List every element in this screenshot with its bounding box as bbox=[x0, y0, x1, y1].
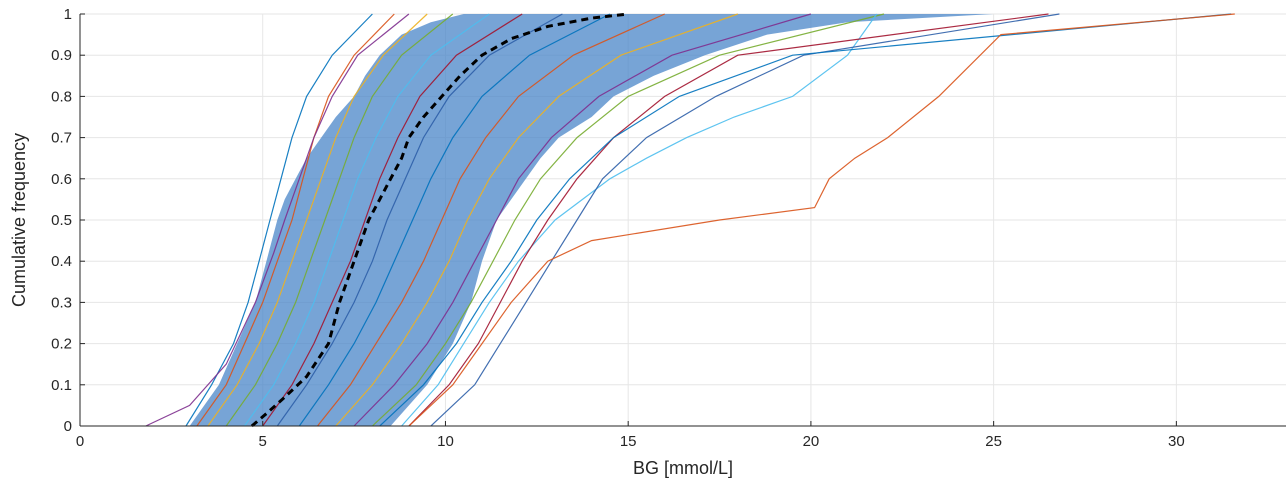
series-line bbox=[408, 13, 1235, 427]
y-tick-label: 0.8 bbox=[51, 88, 72, 105]
median-line bbox=[250, 12, 629, 428]
series-line bbox=[317, 13, 665, 427]
x-tick-label: 5 bbox=[259, 433, 267, 450]
series-line bbox=[335, 13, 738, 427]
y-tick-label: 0.2 bbox=[51, 336, 72, 353]
y-ticks: 0 0.1 0.2 0.3 0.4 0.5 0.6 0.7 0.8 0.9 1 bbox=[51, 6, 85, 435]
y-tick-label: 0.7 bbox=[51, 130, 72, 147]
series-lines bbox=[145, 13, 1235, 427]
series-line bbox=[353, 13, 812, 427]
y-tick-label: 0.6 bbox=[51, 171, 72, 188]
y-tick-label: 0.5 bbox=[51, 212, 72, 229]
y-tick-label: 0.4 bbox=[51, 253, 72, 270]
x-tick-label: 15 bbox=[620, 433, 637, 450]
series-line bbox=[276, 13, 563, 427]
series-line bbox=[430, 13, 1060, 427]
x-axis-label: BG [mmol/L] bbox=[633, 458, 733, 478]
confidence-band bbox=[189, 14, 994, 426]
x-tick-label: 25 bbox=[985, 433, 1002, 450]
series-line bbox=[196, 13, 395, 427]
y-tick-label: 0.1 bbox=[51, 377, 72, 394]
series-line bbox=[207, 13, 428, 427]
y-tick-label: 0 bbox=[64, 418, 72, 435]
series-line bbox=[244, 13, 490, 427]
y-tick-label: 1 bbox=[64, 6, 72, 23]
series-line bbox=[298, 13, 611, 427]
series-line bbox=[145, 13, 410, 427]
y-tick-label: 0.9 bbox=[51, 47, 72, 64]
x-tick-label: 10 bbox=[437, 433, 454, 450]
series-line bbox=[401, 13, 878, 427]
y-axis-label: Cumulative frequency bbox=[9, 133, 29, 307]
series-line bbox=[225, 13, 454, 427]
x-ticks: 0 5 10 15 20 25 30 bbox=[76, 421, 1185, 450]
series-line bbox=[262, 13, 523, 427]
percentile-band bbox=[189, 14, 994, 426]
series-line bbox=[408, 13, 1049, 427]
series-line bbox=[371, 13, 885, 427]
x-tick-label: 30 bbox=[1168, 433, 1185, 450]
series-line bbox=[185, 13, 373, 427]
series-line bbox=[379, 13, 1232, 427]
median-curve bbox=[250, 12, 629, 428]
x-tick-label: 20 bbox=[803, 433, 820, 450]
x-tick-label: 0 bbox=[76, 433, 84, 450]
y-tick-label: 0.3 bbox=[51, 294, 72, 311]
